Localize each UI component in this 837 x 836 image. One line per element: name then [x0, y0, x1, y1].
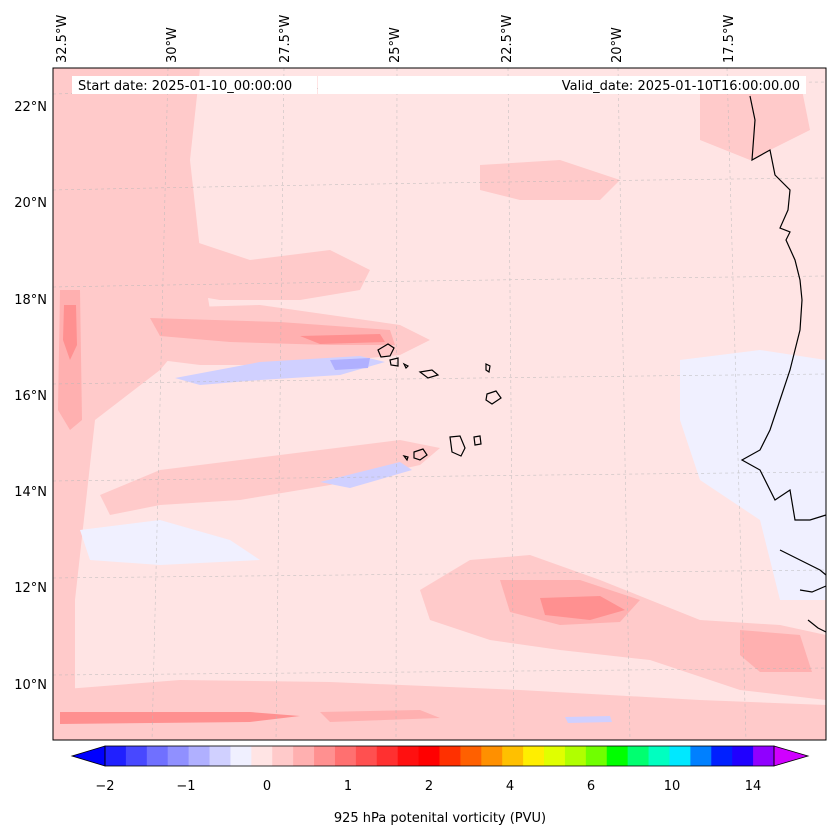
pv-contour-south-strip — [53, 680, 826, 740]
colorbar-cell — [355, 746, 378, 766]
lat-label: 12°N — [14, 581, 47, 596]
pv-contour-central-north — [120, 150, 370, 300]
colorbar-cell — [397, 746, 420, 766]
colorbar-tick-label: −2 — [95, 779, 114, 794]
colorbar-cell — [711, 746, 733, 766]
island-icon — [377, 343, 502, 462]
map-frame — [52, 67, 827, 741]
lon-label: 27.5°W — [278, 15, 293, 63]
colorbar-tick-label: −1 — [176, 779, 195, 794]
lon-label: 25°W — [388, 27, 403, 63]
colorbar-cell — [334, 746, 357, 766]
lat-label: 22°N — [14, 100, 47, 115]
colorbar-tick-label: 0 — [263, 779, 271, 794]
pv-negative-central-core — [330, 358, 370, 370]
colorbar-tick-label: 6 — [587, 779, 595, 794]
colorbar-cell — [669, 746, 691, 766]
colorbar-cells — [105, 746, 775, 766]
lon-label: 17.5°W — [722, 15, 737, 63]
colorbar-cell — [293, 746, 315, 766]
pv-contour-south-band — [100, 440, 440, 515]
colorbar-cell — [146, 746, 169, 766]
colorbar-cell — [523, 746, 545, 766]
colorbar-cell — [690, 746, 712, 766]
pv-negative-west-area — [80, 520, 260, 565]
lat-label: 16°N — [14, 389, 47, 404]
lon-label: 30°W — [165, 27, 180, 63]
pv-negative-south-small — [565, 716, 612, 723]
colorbar-cell — [314, 746, 336, 766]
lat-label: 20°N — [14, 196, 47, 211]
pv-negative-east-coast — [680, 350, 826, 600]
colorbar-cell — [564, 746, 587, 766]
colorbar-cell — [439, 746, 461, 766]
colorbar-cell — [167, 746, 190, 766]
colorbar-cell — [502, 746, 524, 766]
latitude-labels: 22°N 20°N 18°N 16°N 14°N 12°N 10°N — [14, 100, 47, 693]
colorbar-cell — [648, 746, 670, 766]
colorbar-cell — [105, 746, 127, 766]
lat-label: 14°N — [14, 485, 47, 500]
pv-core-south-strip — [60, 712, 300, 724]
pv-core-west-column-inner — [63, 305, 77, 360]
pv-negative-south-band — [320, 462, 412, 488]
coastline-guinea-bissau-icon — [779, 549, 827, 633]
colorbar-cell — [188, 746, 211, 766]
colorbar-cell — [732, 746, 754, 766]
longitude-labels: 32.5°W 30°W 27.5°W 25°W 22.5°W 20°W 17.5… — [55, 15, 737, 63]
lat-label: 10°N — [14, 678, 47, 693]
colorbar-extend-high — [773, 745, 810, 767]
colorbar-cell — [230, 746, 252, 766]
lon-label: 22.5°W — [500, 15, 515, 63]
colorbar-cell — [272, 746, 294, 766]
colorbar-extend-low — [70, 745, 106, 767]
coastline-icon — [740, 95, 827, 521]
valid-date-box — [318, 76, 806, 94]
pv-contour-northeast-patch — [480, 160, 620, 200]
colorbar-tick-label: 2 — [425, 779, 433, 794]
colorbar-tick-label: 10 — [664, 779, 681, 794]
start-date-label: Start date: 2025-01-10_00:00:00 — [78, 79, 292, 94]
colorbar-cell — [481, 746, 503, 766]
colorbar-cell — [753, 746, 775, 766]
lon-label: 20°W — [610, 27, 625, 63]
colorbar-cell — [418, 746, 440, 766]
colorbar-cell — [251, 746, 273, 766]
colorbar-cell — [209, 746, 231, 766]
colorbar-cell — [460, 746, 482, 766]
colorbar: −2 −1 0 1 2 4 6 10 14 925 hPa potenital … — [70, 745, 810, 826]
pv-core-south-strip-2 — [320, 710, 440, 722]
colorbar-title: 925 hPa potenital vorticity (PVU) — [334, 811, 546, 826]
colorbar-cell — [544, 746, 566, 766]
colorbar-tick-label: 1 — [344, 779, 352, 794]
colorbar-frame — [104, 745, 775, 767]
colorbar-tick-label: 4 — [506, 779, 514, 794]
pv-core-southeast — [740, 630, 812, 672]
map-area: Start date: 2025-01-10_00:00:00 Valid_da… — [52, 67, 827, 741]
colorbar-cell — [585, 746, 608, 766]
colorbar-ticks: −2 −1 0 1 2 4 6 10 14 — [95, 779, 761, 794]
colorbar-tick-label: 14 — [745, 779, 762, 794]
colorbar-cell — [376, 746, 399, 766]
valid-date-label: Valid_date: 2025-01-10T16:00:00.00 — [562, 79, 800, 94]
colorbar-cell — [125, 746, 148, 766]
lat-label: 18°N — [14, 293, 47, 308]
start-date-box — [72, 76, 317, 94]
pv-core-central-band-inner — [300, 334, 385, 344]
colorbar-cell — [627, 746, 650, 766]
lon-label: 32.5°W — [55, 15, 70, 63]
pv-core-east-blob-inner — [540, 596, 625, 620]
colorbar-cell — [606, 746, 629, 766]
